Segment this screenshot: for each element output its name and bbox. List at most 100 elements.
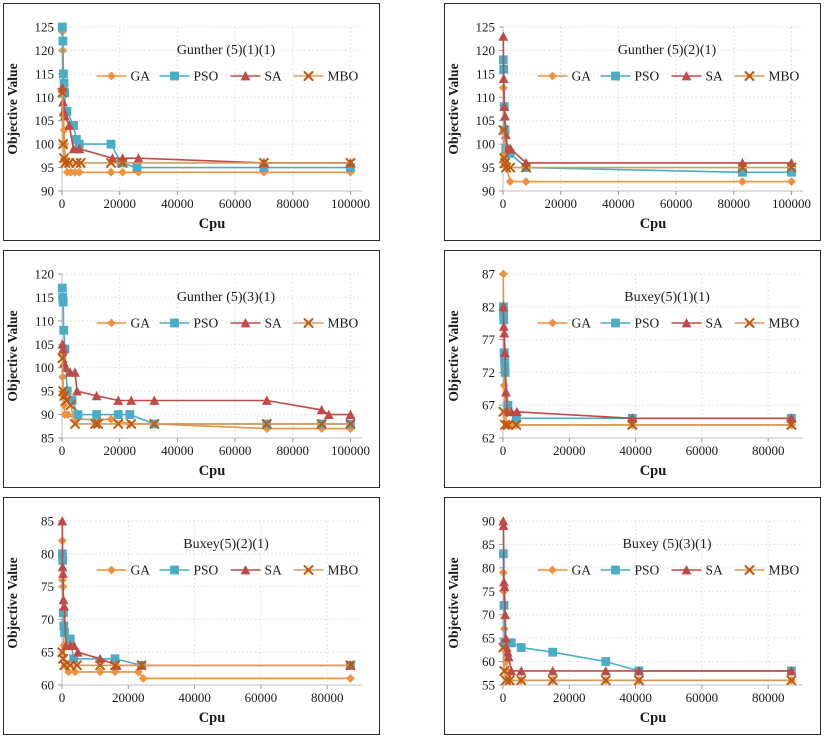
y-axis-label: Objective Value (5, 63, 20, 154)
svg-text:60000: 60000 (660, 196, 693, 211)
x-axis-label: Cpu (199, 463, 226, 479)
svg-text:0: 0 (59, 196, 66, 211)
svg-text:40000: 40000 (619, 690, 652, 705)
svg-text:90: 90 (482, 184, 495, 199)
series-PSO (57, 22, 355, 172)
legend-label: MBO (769, 563, 800, 578)
legend-item-MBO: MBO (734, 69, 800, 84)
svg-text:115: 115 (35, 290, 54, 305)
tick-labels: 90 95 100 105 110 115 120 125 0 20000 40000 60000 80… (476, 20, 811, 212)
svg-text:100000: 100000 (331, 443, 370, 458)
legend-item-GA: GA (537, 563, 591, 578)
chart-svg: 85 90 95 100 105 110 115 120 0 20000 40000 60000 800… (5, 267, 370, 480)
legend: GA PSO SA MBO (537, 69, 800, 84)
series-line-SA (61, 344, 351, 416)
chart-panel-3: 85 90 95 100 105 110 115 120 0 20000 40000 60000 800… (3, 250, 380, 488)
legend-item-PSO: PSO (600, 69, 660, 84)
svg-text:115: 115 (35, 66, 54, 81)
series-markers-PSO (57, 283, 355, 429)
tick-labels: 55 60 65 70 75 80 85 90 0 20000 40000 60000 80000 (482, 514, 784, 706)
series-SA (57, 339, 356, 419)
svg-text:0: 0 (500, 443, 507, 458)
svg-text:100: 100 (35, 360, 55, 375)
series-GA (498, 568, 796, 685)
svg-text:80000: 80000 (277, 443, 310, 458)
svg-text:82: 82 (482, 299, 495, 314)
chart-panel-6: 55 60 65 70 75 80 85 90 0 20000 40000 60000 80000 Obj… (444, 497, 821, 735)
x-axis-label: Cpu (640, 710, 667, 726)
svg-text:75: 75 (482, 584, 495, 599)
svg-text:105: 105 (476, 113, 496, 128)
series-line-SA (502, 36, 792, 164)
legend-label: GA (572, 316, 592, 331)
series-markers-PSO (57, 22, 355, 172)
legend-item-GA: GA (537, 316, 592, 331)
svg-text:120: 120 (35, 267, 55, 282)
legend-item-GA: GA (96, 316, 150, 331)
chart-title: Gunther (5)(2)(1) (618, 43, 717, 58)
svg-text:87: 87 (482, 267, 496, 282)
legend-item-SA: SA (230, 316, 283, 331)
svg-text:80: 80 (41, 546, 54, 561)
series-MBO (57, 87, 356, 168)
legend: GA PSO SA MBO (537, 316, 800, 331)
svg-text:40000: 40000 (602, 196, 635, 211)
svg-text:20000: 20000 (544, 196, 577, 211)
tick-labels: 85 90 95 100 105 110 115 120 0 20000 40000 60000 800… (35, 267, 370, 459)
svg-text:90: 90 (41, 184, 54, 199)
legend-label: MBO (328, 316, 359, 331)
legend-label: SA (265, 69, 283, 84)
series-markers-SA (498, 516, 797, 676)
series-SA (498, 301, 797, 423)
y-axis-label: Objective Value (446, 63, 461, 154)
chart-svg: 90 95 100 105 110 115 120 125 0 20000 40000 60000 80… (446, 20, 811, 233)
gridlines (62, 520, 362, 686)
legend-item-PSO: PSO (159, 563, 219, 578)
svg-text:105: 105 (35, 337, 55, 352)
legend-label: SA (265, 316, 283, 331)
svg-text:105: 105 (35, 113, 55, 128)
series-line-MBO (61, 92, 351, 164)
svg-text:0: 0 (59, 443, 66, 458)
legend-label: PSO (635, 316, 660, 331)
svg-text:60000: 60000 (686, 690, 719, 705)
svg-text:20000: 20000 (553, 443, 586, 458)
chart-panel-4: 62 67 72 77 82 87 0 20000 40000 60000 80000 Objecti… (444, 250, 821, 488)
x-axis-label: Cpu (640, 463, 667, 479)
series-markers-SA (57, 339, 356, 419)
svg-text:100000: 100000 (331, 196, 370, 211)
svg-text:120: 120 (35, 43, 55, 58)
svg-text:20000: 20000 (103, 196, 136, 211)
svg-text:60000: 60000 (219, 443, 252, 458)
y-axis-label: Objective Value (5, 310, 20, 401)
svg-text:60000: 60000 (245, 690, 278, 705)
series-line-GA (502, 572, 792, 682)
series-SA (57, 82, 356, 168)
legend-item-MBO: MBO (734, 563, 800, 578)
chart-title: Buxey (5)(3)(1) (622, 537, 711, 552)
svg-text:100000: 100000 (772, 196, 811, 211)
chart-svg: 55 60 65 70 75 80 85 90 0 20000 40000 60000 80000 Obj… (446, 514, 803, 726)
x-axis-label: Cpu (640, 216, 667, 232)
svg-text:110: 110 (35, 90, 54, 105)
svg-text:95: 95 (41, 160, 54, 175)
svg-text:125: 125 (35, 20, 55, 35)
series-MBO (498, 406, 797, 430)
legend-label: GA (572, 69, 592, 84)
legend-item-SA: SA (230, 69, 283, 84)
svg-text:62: 62 (482, 431, 495, 446)
series-markers-MBO (57, 647, 356, 671)
svg-text:80000: 80000 (752, 443, 785, 458)
legend-item-MBO: MBO (293, 563, 359, 578)
legend-item-GA: GA (537, 69, 592, 84)
legend-label: GA (131, 69, 151, 84)
svg-text:55: 55 (482, 678, 495, 693)
series-line-SA (61, 87, 351, 164)
svg-text:20000: 20000 (112, 690, 145, 705)
x-axis-label: Cpu (199, 216, 226, 232)
legend: GA PSO SA MBO (96, 316, 359, 331)
svg-text:40000: 40000 (619, 443, 652, 458)
svg-text:90: 90 (482, 514, 495, 529)
series-markers-SA (498, 301, 797, 423)
